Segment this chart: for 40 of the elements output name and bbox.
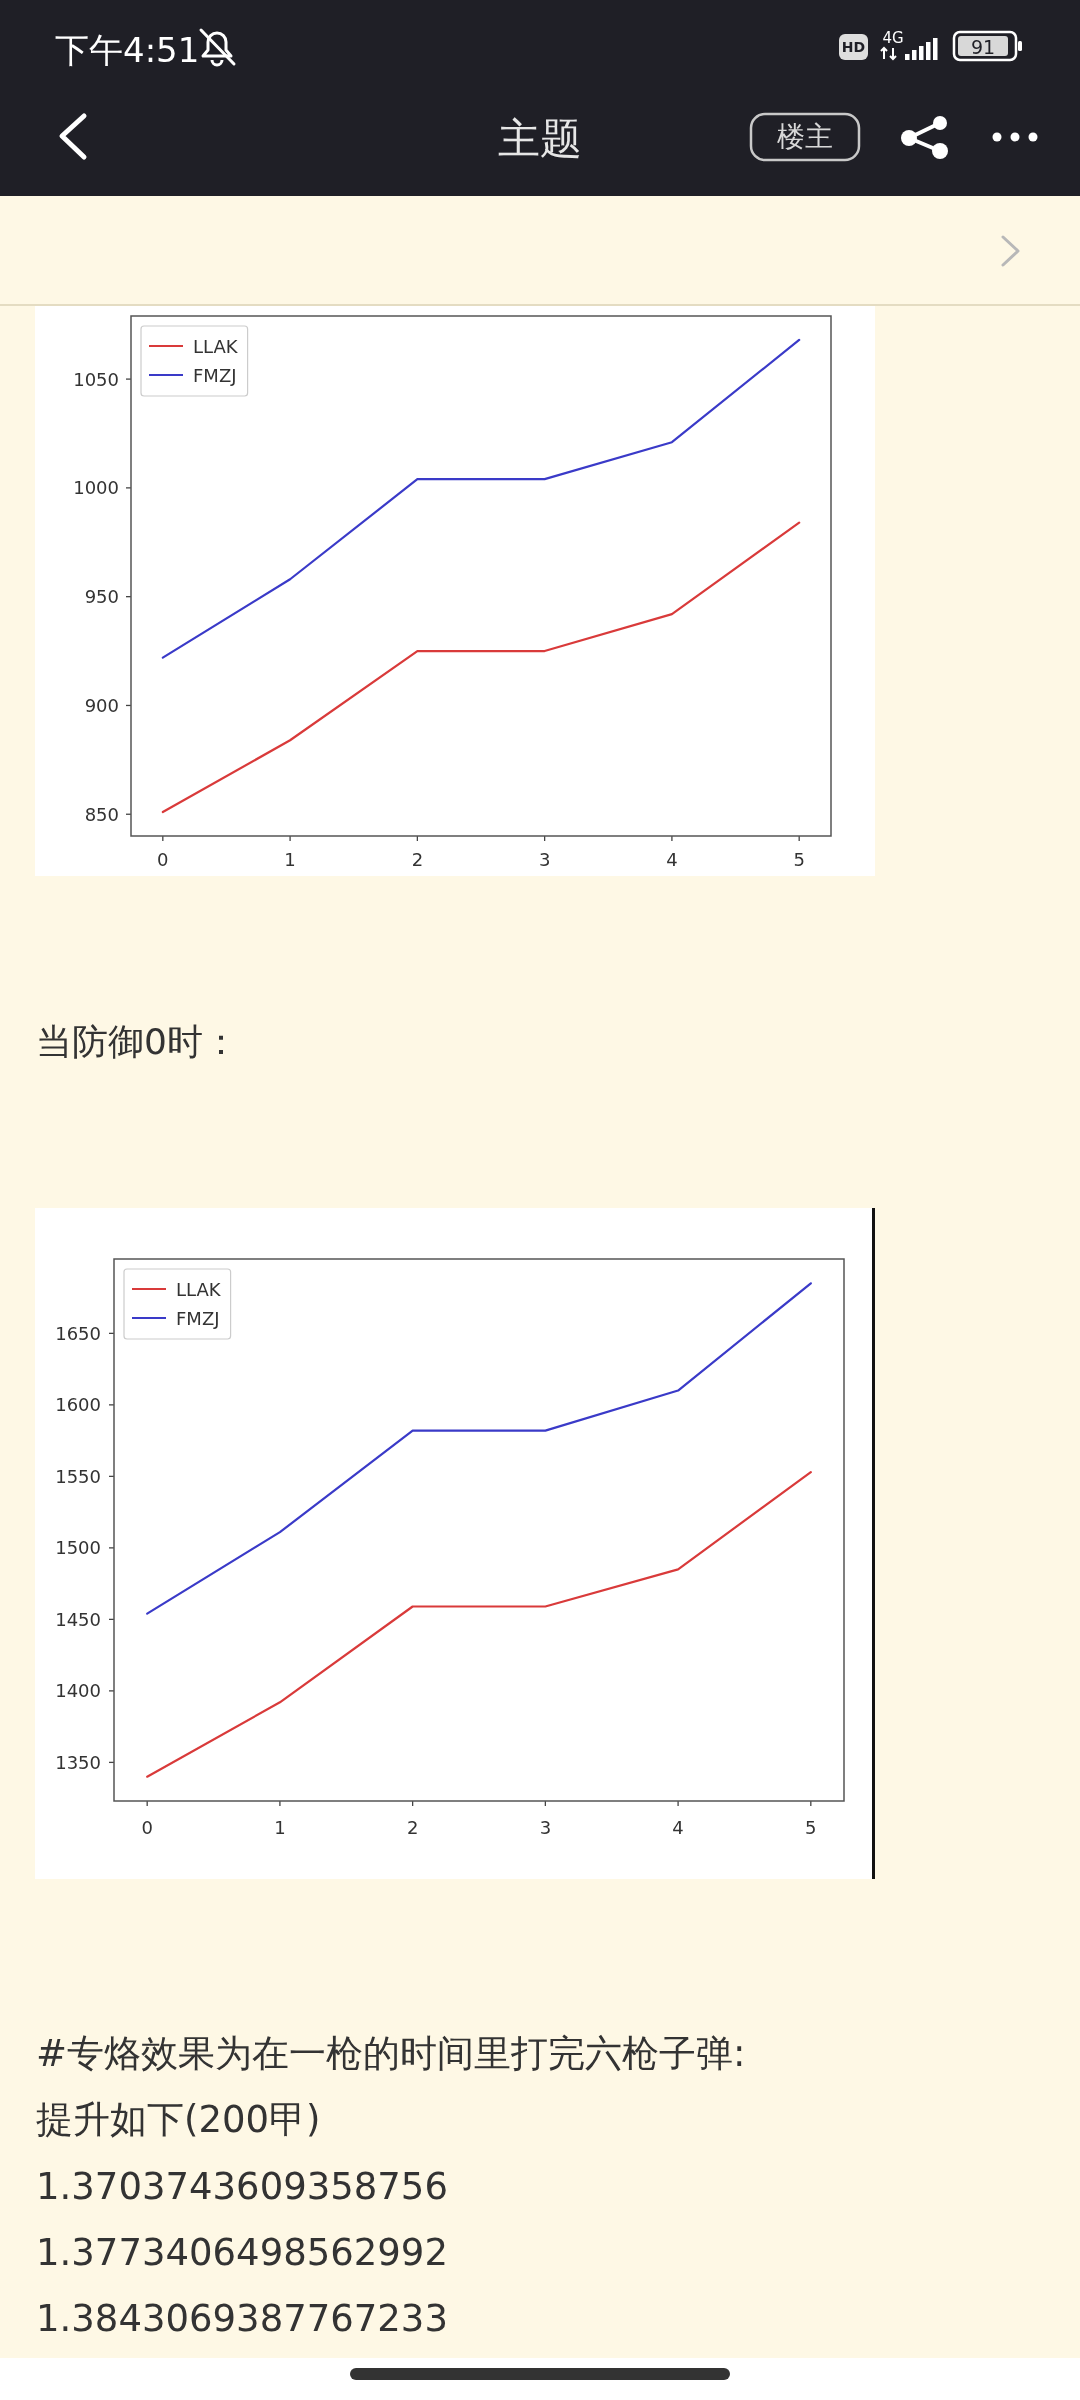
chart-title: 当防御0时： xyxy=(36,1021,239,1062)
x-tick-label: 3 xyxy=(539,1817,552,1838)
y-tick-label: 1400 xyxy=(55,1680,101,1702)
y-tick-label: 1500 xyxy=(55,1537,101,1559)
y-tick-label: 950 xyxy=(84,586,119,608)
text: 91 xyxy=(970,36,996,58)
x-tick-label: 1 xyxy=(284,849,296,870)
legend-label: LLAK xyxy=(193,335,239,357)
legend-label: FMZJ xyxy=(193,364,237,386)
text: HD xyxy=(841,39,866,55)
text: 下午4:51 xyxy=(55,30,200,70)
y-tick-label: 900 xyxy=(84,694,119,716)
y-tick-label: 1350 xyxy=(55,1751,101,1773)
text: 1.3843069387767233 xyxy=(36,2297,448,2341)
text: 1.3773406498562992 xyxy=(36,2230,448,2274)
x-tick-label: 2 xyxy=(411,849,424,870)
x-tick-label: 1 xyxy=(274,1817,286,1838)
text: 4G xyxy=(882,29,904,47)
y-tick-label: 1050 xyxy=(73,368,119,390)
x-tick-label: 4 xyxy=(672,1817,684,1838)
x-tick-label: 3 xyxy=(538,849,551,870)
legend-label: LLAK xyxy=(176,1278,222,1300)
y-tick-label: 850 xyxy=(84,803,119,825)
legend-label: FMZJ xyxy=(176,1307,220,1329)
x-tick-label: 0 xyxy=(141,1817,153,1838)
y-tick-label: 1450 xyxy=(55,1608,101,1630)
y-tick-label: 1650 xyxy=(55,1322,101,1344)
x-tick-label: 2 xyxy=(406,1817,419,1838)
x-tick-label: 4 xyxy=(666,849,678,870)
x-tick-label: 5 xyxy=(805,1817,817,1838)
x-tick-label: 5 xyxy=(793,849,805,870)
text: 提升如下(200甲) xyxy=(36,2098,321,2142)
text: #专烙效果为在一枪的时间里打完六枪子弹: xyxy=(36,2032,746,2075)
text: 1.3703743609358756 xyxy=(36,2164,448,2208)
x-tick-label: 0 xyxy=(157,849,169,870)
y-tick-label: 1000 xyxy=(73,477,119,499)
y-tick-label: 1550 xyxy=(55,1465,101,1487)
y-tick-label: 1600 xyxy=(55,1394,101,1416)
text: 主题 xyxy=(498,114,582,163)
text: 楼主 xyxy=(777,120,833,153)
